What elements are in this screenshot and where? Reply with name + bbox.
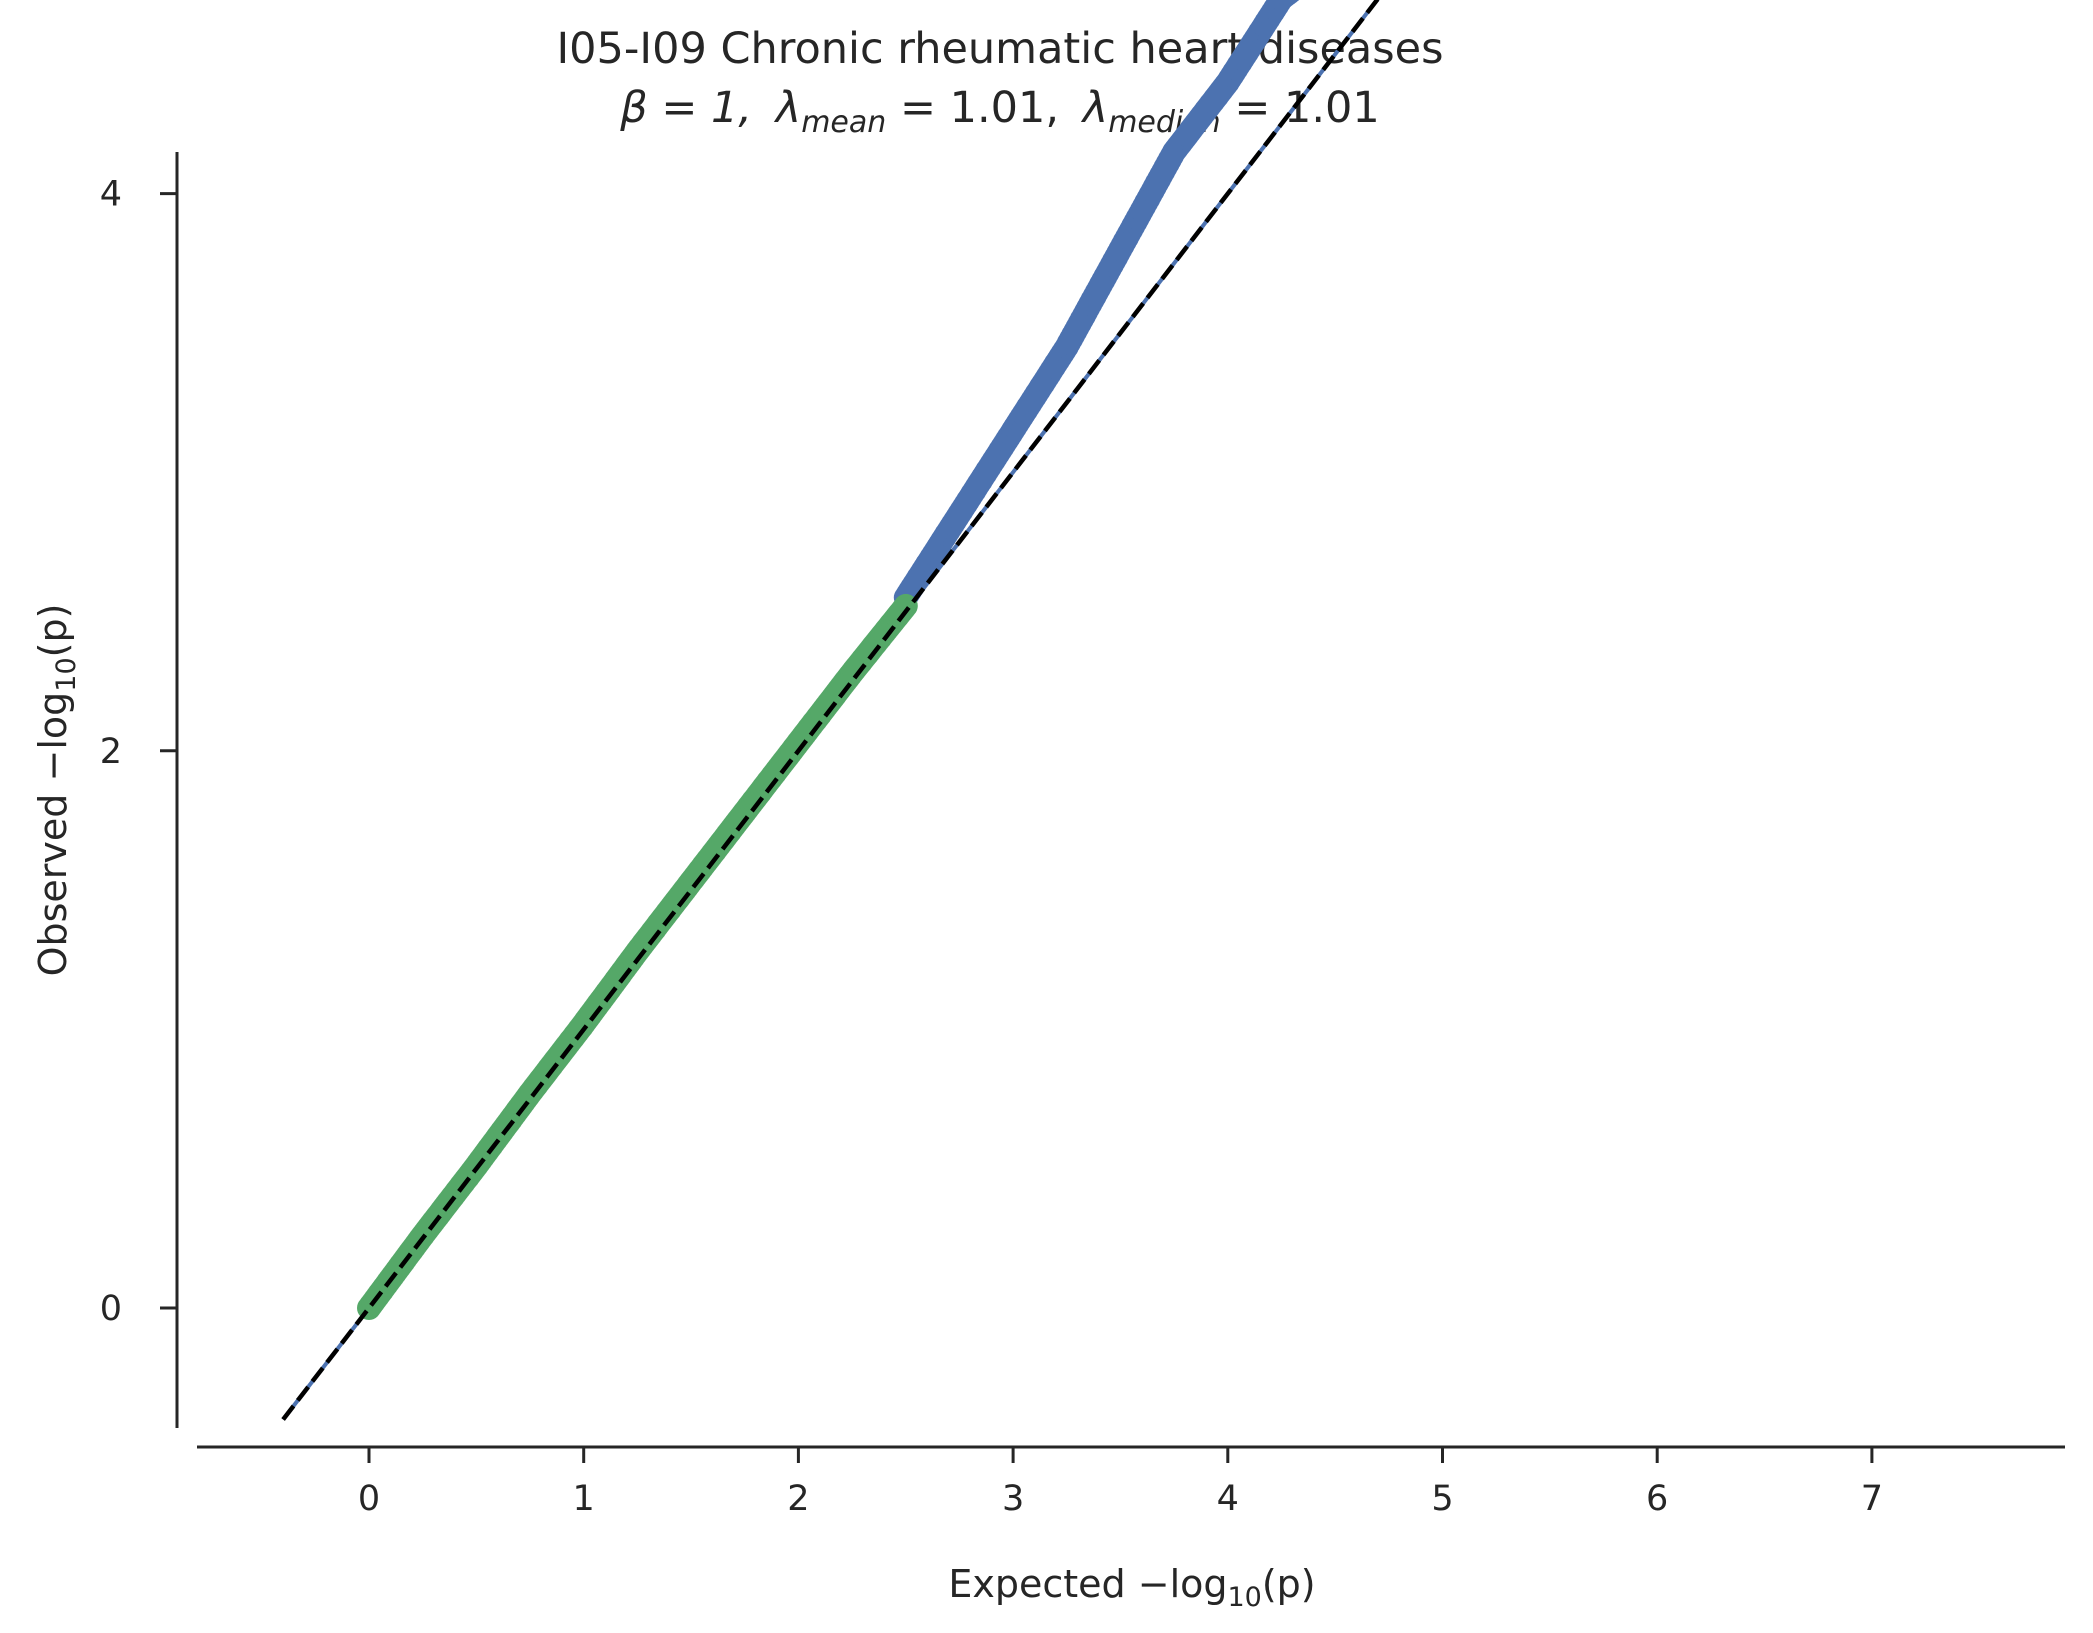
y-tick-label: 0 [100,1289,122,1329]
data-points [357,0,1300,1320]
x-tick-label: 6 [1646,1479,1668,1519]
qq-point [1285,0,1300,3]
y-axis-label: Observed −log10(p) [31,604,82,977]
x-tick-label: 3 [1002,1479,1024,1519]
x-tick-label: 2 [787,1479,809,1519]
qq-point [1290,0,1299,1]
x-tick-label: 0 [358,1479,380,1519]
diagonal-dashed-line [281,0,1380,1421]
qq-point [893,593,918,618]
x-tick-label: 5 [1431,1479,1453,1519]
y-ticks: 02468 [100,175,177,1329]
x-tick-label: 4 [1217,1479,1239,1519]
chart-subtitle: β = 1, λmean = 1.01, λmedian = 1.01 [619,83,1380,140]
x-tick-label: 7 [1861,1479,1883,1519]
y-tick-label: 4 [100,175,122,215]
y-tick-label: 2 [100,732,122,772]
x-tick-label: 1 [573,1479,595,1519]
chart-title: I05-I09 Chronic rheumatic heart diseases [556,24,1443,74]
diagonal-dashed [281,0,1380,1421]
x-axis-label: Expected −log10(p) [948,1562,1315,1613]
x-ticks: 0 1 2 3 4 5 6 7 [358,1447,1883,1519]
